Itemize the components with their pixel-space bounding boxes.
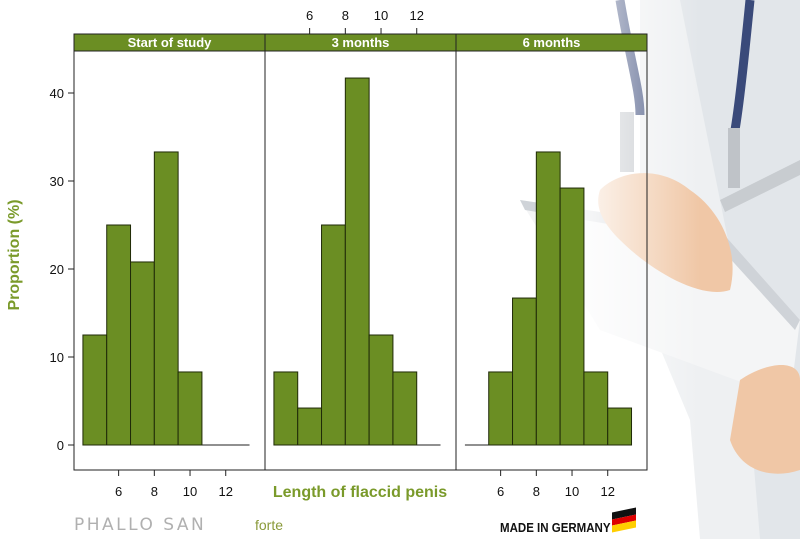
x-axis-label: Length of flaccid penis: [273, 484, 447, 501]
x-tick-label: 6: [306, 8, 313, 23]
x-tick-label: 6: [115, 484, 122, 499]
y-tick-label: 10: [50, 350, 64, 365]
histogram-bar: [535, 151, 561, 446]
histogram-bar: [106, 224, 132, 446]
panel-title: 3 months: [332, 35, 390, 50]
brand-subtitle: forte: [255, 517, 284, 533]
x-tick-label: 12: [409, 8, 423, 23]
x-tick-label: 6: [497, 484, 504, 499]
brand-logo: PHALLO SAN: [74, 515, 207, 535]
histogram-bar: [392, 371, 418, 446]
histogram-bar: [559, 187, 585, 446]
x-tick-label: 12: [600, 484, 614, 499]
made-in-germany-label: MADE IN GERMANY: [500, 521, 611, 535]
y-tick-label: 30: [50, 174, 64, 189]
histogram-bar: [488, 371, 514, 446]
x-tick-label: 10: [565, 484, 579, 499]
histogram-bar: [321, 224, 346, 446]
histogram-bar: [297, 407, 323, 446]
histogram-bar: [344, 77, 370, 446]
panel-title: Start of study: [128, 35, 213, 50]
histogram-bar: [583, 371, 609, 446]
histogram-bar: [273, 371, 299, 446]
y-tick-label: 20: [50, 262, 64, 277]
panel-title: 6 months: [523, 35, 581, 50]
x-tick-label: 8: [342, 8, 349, 23]
y-tick-label: 40: [50, 86, 64, 101]
y-axis-label: Proportion (%): [6, 199, 23, 310]
x-tick-label: 8: [533, 484, 540, 499]
x-tick-label: 10: [374, 8, 388, 23]
histogram-bar: [512, 297, 537, 446]
x-tick-label: 12: [218, 484, 232, 499]
histogram-bar: [82, 334, 108, 446]
y-tick-label: 0: [57, 438, 64, 453]
x-tick-label: 10: [183, 484, 197, 499]
histogram-bar: [130, 261, 155, 446]
x-tick-label: 8: [151, 484, 158, 499]
histogram-bar: [368, 334, 394, 446]
histogram-bar: [177, 371, 203, 446]
histogram-bar: [153, 151, 179, 446]
panel-frame: [455, 50, 648, 471]
histogram-bar: [607, 407, 633, 446]
